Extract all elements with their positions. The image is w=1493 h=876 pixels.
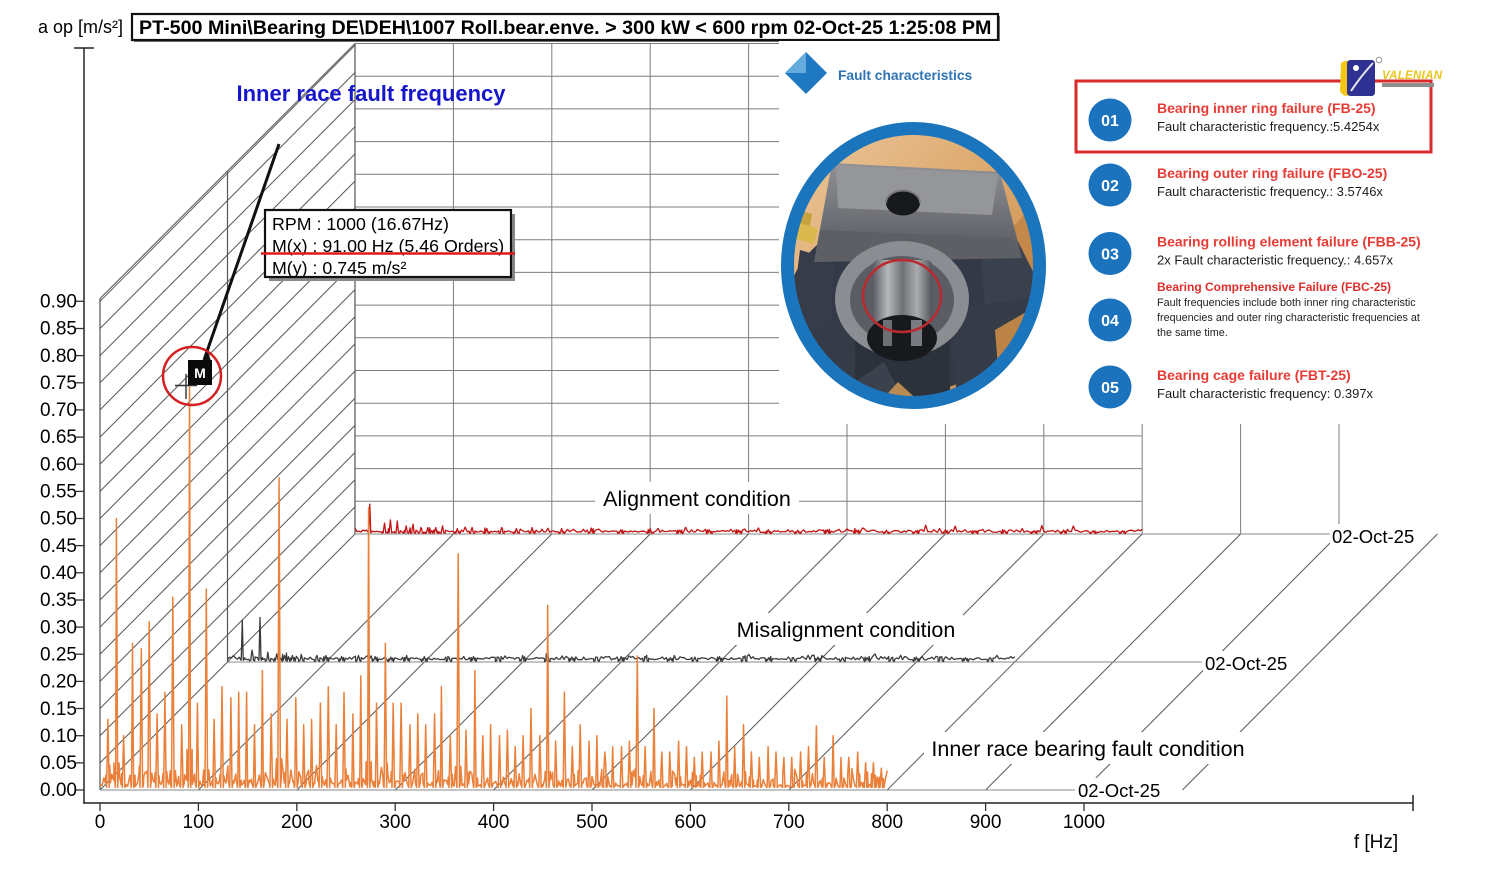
svg-text:04: 04 [1101,313,1119,330]
svg-text:the same time.: the same time. [1157,327,1228,339]
svg-text:0.15: 0.15 [40,699,77,720]
svg-text:02-Oct-25: 02-Oct-25 [1078,780,1160,801]
svg-text:03: 03 [1101,247,1119,264]
svg-text:Fault characteristic frequency: Fault characteristic frequency: 0.397x [1157,386,1374,401]
svg-text:05: 05 [1101,380,1119,397]
svg-text:500: 500 [576,812,608,833]
svg-text:Fault characteristic frequency: Fault characteristic frequency.:5.4254x [1157,119,1380,134]
svg-text:Bearing rolling element failur: Bearing rolling element failure (FBB-25) [1157,234,1421,250]
svg-text:frequencies and outer ring cha: frequencies and outer ring characteristi… [1157,312,1420,324]
svg-text:Bearing outer ring failure (FB: Bearing outer ring failure (FBO-25) [1157,165,1387,181]
svg-text:300: 300 [379,812,411,833]
svg-text:0: 0 [95,812,106,833]
svg-text:VALENIAN: VALENIAN [1382,70,1443,82]
svg-text:f [Hz]: f [Hz] [1354,832,1398,853]
svg-text:0.75: 0.75 [40,373,77,394]
svg-text:0.55: 0.55 [40,482,77,503]
svg-text:Bearing cage failure (FBT-25): Bearing cage failure (FBT-25) [1157,367,1351,383]
svg-text:0.20: 0.20 [40,672,77,693]
svg-text:0.90: 0.90 [40,292,77,313]
svg-text:Inner race bearing fault condi: Inner race bearing fault condition [931,737,1244,761]
svg-text:01: 01 [1101,113,1119,130]
svg-text:600: 600 [675,812,707,833]
svg-text:Bearing inner ring failure (FB: Bearing inner ring failure (FB-25) [1157,100,1376,116]
svg-text:a op [m/s²]: a op [m/s²] [38,17,123,37]
svg-text:M: M [194,365,206,381]
svg-text:Inner race fault frequency: Inner race fault frequency [237,81,507,106]
svg-text:0.25: 0.25 [40,645,77,666]
svg-text:700: 700 [773,812,805,833]
svg-text:Fault characteristic frequency: Fault characteristic frequency.: 3.5746x [1157,184,1383,199]
svg-text:0.65: 0.65 [40,427,77,448]
svg-text:RPM : 1000 (16.67Hz): RPM : 1000 (16.67Hz) [272,214,449,234]
svg-text:0.70: 0.70 [40,400,77,421]
svg-text:Bearing Comprehensive Failure: Bearing Comprehensive Failure (FBC-25) [1157,280,1391,294]
svg-text:Fault characteristics: Fault characteristics [838,68,973,83]
svg-text:02-Oct-25: 02-Oct-25 [1332,526,1414,547]
svg-text:0.30: 0.30 [40,617,77,638]
svg-text:0.10: 0.10 [40,726,77,747]
svg-text:M(y) : 0.745 m/s²: M(y) : 0.745 m/s² [272,258,406,278]
svg-text:0.60: 0.60 [40,454,77,475]
svg-text:200: 200 [281,812,313,833]
svg-text:400: 400 [478,812,510,833]
svg-text:0.00: 0.00 [40,780,77,801]
svg-text:0.80: 0.80 [40,346,77,367]
svg-text:800: 800 [871,812,903,833]
svg-text:M(x) : 91.00 Hz (5.46 Orders): M(x) : 91.00 Hz (5.46 Orders) [272,236,504,256]
svg-text:2x Fault characteristic freque: 2x Fault characteristic frequency.: 4.65… [1157,253,1394,268]
svg-text:Fault frequencies include both: Fault frequencies include both inner rin… [1157,297,1416,309]
svg-text:0.50: 0.50 [40,509,77,530]
svg-text:02-Oct-25: 02-Oct-25 [1205,653,1287,674]
svg-text:Alignment condition: Alignment condition [603,487,791,511]
svg-text:0.35: 0.35 [40,590,77,611]
svg-text:PT-500 Mini\Bearing DE\DEH\100: PT-500 Mini\Bearing DE\DEH\1007 Roll.bea… [139,17,991,39]
svg-text:02: 02 [1101,178,1119,195]
svg-text:100: 100 [183,812,215,833]
svg-text:1000: 1000 [1063,812,1105,833]
svg-text:0.85: 0.85 [40,319,77,340]
svg-text:0.40: 0.40 [40,563,77,584]
svg-text:Misalignment condition: Misalignment condition [737,618,956,642]
svg-text:0.05: 0.05 [40,753,77,774]
svg-text:900: 900 [970,812,1002,833]
svg-text:0.45: 0.45 [40,536,77,557]
